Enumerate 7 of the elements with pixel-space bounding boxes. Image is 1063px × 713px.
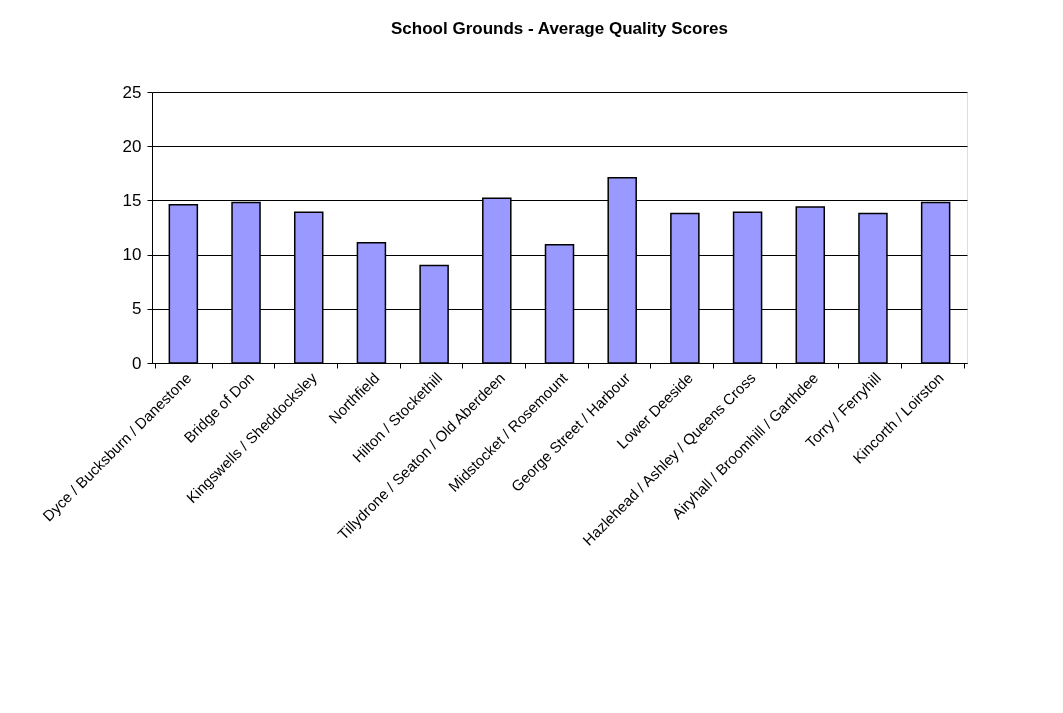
y-tick-label: 0: [132, 353, 142, 373]
chart-title: School Grounds - Average Quality Scores: [391, 19, 728, 38]
y-tick-label: 5: [132, 299, 142, 319]
y-tick-label: 20: [122, 136, 142, 156]
y-tick-label: 15: [122, 190, 142, 210]
y-tick-label: 25: [122, 82, 142, 102]
y-tick-label: 10: [122, 245, 142, 265]
